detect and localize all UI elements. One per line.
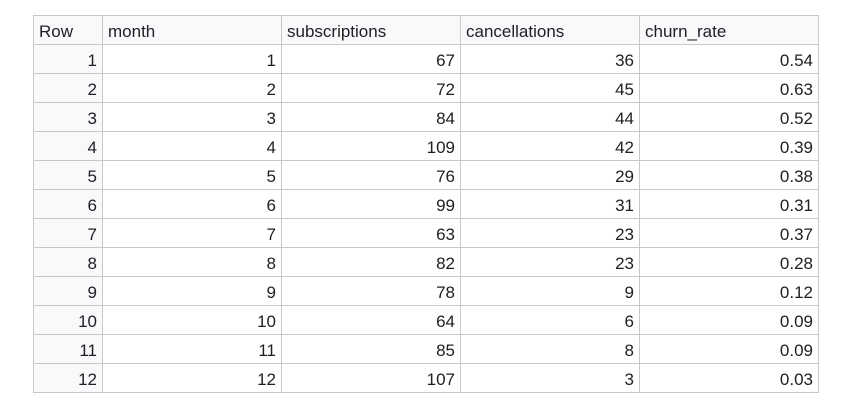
month-cell[interactable]: 12 bbox=[103, 364, 282, 393]
month-cell[interactable]: 5 bbox=[103, 161, 282, 190]
row-number-cell[interactable]: 3 bbox=[34, 103, 103, 132]
cancellations-cell[interactable]: 6 bbox=[461, 306, 640, 335]
month-cell[interactable]: 11 bbox=[103, 335, 282, 364]
month-cell[interactable]: 10 bbox=[103, 306, 282, 335]
churn-rate-cell[interactable]: 0.09 bbox=[640, 335, 819, 364]
cancellations-cell[interactable]: 3 bbox=[461, 364, 640, 393]
month-cell[interactable]: 8 bbox=[103, 248, 282, 277]
cancellations-cell[interactable]: 45 bbox=[461, 74, 640, 103]
row-number-cell[interactable]: 8 bbox=[34, 248, 103, 277]
month-cell[interactable]: 3 bbox=[103, 103, 282, 132]
header-row: Row month subscriptions cancellations ch… bbox=[34, 16, 819, 45]
table-row: 2 2 72 45 0.63 bbox=[34, 74, 819, 103]
subscriptions-cell[interactable]: 82 bbox=[282, 248, 461, 277]
subscriptions-cell[interactable]: 99 bbox=[282, 190, 461, 219]
results-table: Row month subscriptions cancellations ch… bbox=[33, 15, 819, 393]
cancellations-cell[interactable]: 9 bbox=[461, 277, 640, 306]
subscriptions-cell[interactable]: 78 bbox=[282, 277, 461, 306]
month-cell[interactable]: 7 bbox=[103, 219, 282, 248]
table-row: 3 3 84 44 0.52 bbox=[34, 103, 819, 132]
cancellations-cell[interactable]: 23 bbox=[461, 219, 640, 248]
subscriptions-cell[interactable]: 76 bbox=[282, 161, 461, 190]
column-header-row[interactable]: Row bbox=[34, 16, 103, 45]
table-row: 8 8 82 23 0.28 bbox=[34, 248, 819, 277]
month-cell[interactable]: 1 bbox=[103, 45, 282, 74]
subscriptions-cell[interactable]: 84 bbox=[282, 103, 461, 132]
subscriptions-cell[interactable]: 109 bbox=[282, 132, 461, 161]
row-number-cell[interactable]: 2 bbox=[34, 74, 103, 103]
table-row: 12 12 107 3 0.03 bbox=[34, 364, 819, 393]
cancellations-cell[interactable]: 31 bbox=[461, 190, 640, 219]
row-number-cell[interactable]: 10 bbox=[34, 306, 103, 335]
table-row: 11 11 85 8 0.09 bbox=[34, 335, 819, 364]
subscriptions-cell[interactable]: 72 bbox=[282, 74, 461, 103]
churn-rate-cell[interactable]: 0.31 bbox=[640, 190, 819, 219]
churn-rate-cell[interactable]: 0.63 bbox=[640, 74, 819, 103]
table-row: 5 5 76 29 0.38 bbox=[34, 161, 819, 190]
churn-rate-cell[interactable]: 0.28 bbox=[640, 248, 819, 277]
table-body: 1 1 67 36 0.54 2 2 72 45 0.63 3 3 84 44 0.52 4 4 109 42 0.3… bbox=[34, 45, 819, 393]
row-number-cell[interactable]: 1 bbox=[34, 45, 103, 74]
table-row: 6 6 99 31 0.31 bbox=[34, 190, 819, 219]
column-header-month[interactable]: month bbox=[103, 16, 282, 45]
subscriptions-cell[interactable]: 67 bbox=[282, 45, 461, 74]
table-header: Row month subscriptions cancellations ch… bbox=[34, 16, 819, 45]
churn-rate-cell[interactable]: 0.09 bbox=[640, 306, 819, 335]
churn-rate-cell[interactable]: 0.52 bbox=[640, 103, 819, 132]
column-header-churn-rate[interactable]: churn_rate bbox=[640, 16, 819, 45]
subscriptions-cell[interactable]: 107 bbox=[282, 364, 461, 393]
cancellations-cell[interactable]: 44 bbox=[461, 103, 640, 132]
churn-rate-cell[interactable]: 0.39 bbox=[640, 132, 819, 161]
subscriptions-cell[interactable]: 64 bbox=[282, 306, 461, 335]
row-number-cell[interactable]: 7 bbox=[34, 219, 103, 248]
table-row: 7 7 63 23 0.37 bbox=[34, 219, 819, 248]
cancellations-cell[interactable]: 8 bbox=[461, 335, 640, 364]
cancellations-cell[interactable]: 36 bbox=[461, 45, 640, 74]
column-header-cancellations[interactable]: cancellations bbox=[461, 16, 640, 45]
cancellations-cell[interactable]: 23 bbox=[461, 248, 640, 277]
churn-rate-cell[interactable]: 0.12 bbox=[640, 277, 819, 306]
cancellations-cell[interactable]: 29 bbox=[461, 161, 640, 190]
month-cell[interactable]: 9 bbox=[103, 277, 282, 306]
row-number-cell[interactable]: 9 bbox=[34, 277, 103, 306]
subscriptions-cell[interactable]: 85 bbox=[282, 335, 461, 364]
churn-rate-cell[interactable]: 0.03 bbox=[640, 364, 819, 393]
subscriptions-cell[interactable]: 63 bbox=[282, 219, 461, 248]
row-number-cell[interactable]: 11 bbox=[34, 335, 103, 364]
table-row: 1 1 67 36 0.54 bbox=[34, 45, 819, 74]
table-row: 10 10 64 6 0.09 bbox=[34, 306, 819, 335]
column-header-subscriptions[interactable]: subscriptions bbox=[282, 16, 461, 45]
churn-rate-cell[interactable]: 0.37 bbox=[640, 219, 819, 248]
churn-rate-cell[interactable]: 0.38 bbox=[640, 161, 819, 190]
month-cell[interactable]: 2 bbox=[103, 74, 282, 103]
table-row: 9 9 78 9 0.12 bbox=[34, 277, 819, 306]
row-number-cell[interactable]: 6 bbox=[34, 190, 103, 219]
month-cell[interactable]: 6 bbox=[103, 190, 282, 219]
churn-rate-cell[interactable]: 0.54 bbox=[640, 45, 819, 74]
cancellations-cell[interactable]: 42 bbox=[461, 132, 640, 161]
row-number-cell[interactable]: 12 bbox=[34, 364, 103, 393]
table-row: 4 4 109 42 0.39 bbox=[34, 132, 819, 161]
row-number-cell[interactable]: 4 bbox=[34, 132, 103, 161]
month-cell[interactable]: 4 bbox=[103, 132, 282, 161]
row-number-cell[interactable]: 5 bbox=[34, 161, 103, 190]
